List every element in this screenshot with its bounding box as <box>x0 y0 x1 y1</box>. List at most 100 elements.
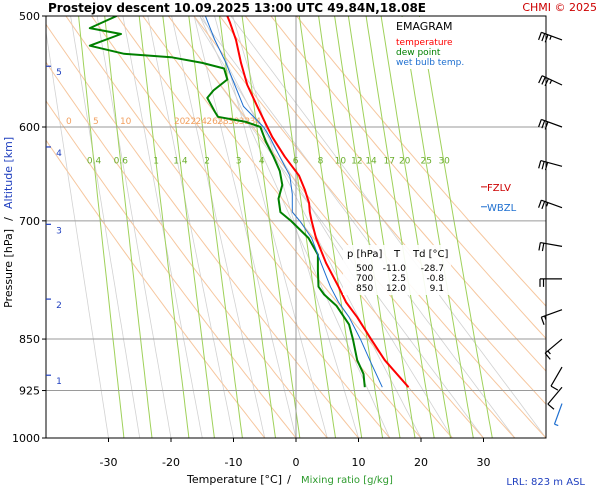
wind-barb <box>539 278 562 287</box>
x-tick-label: 0 <box>293 456 300 469</box>
dry-adiabat-label: 30 <box>228 117 240 127</box>
dry-adiabat-label: 28 <box>217 117 229 127</box>
mixing-ratio-label: 30 <box>438 156 450 166</box>
dry-adiabat <box>91 16 422 438</box>
dry-adiabat <box>270 16 546 340</box>
dry-adiabat-label: 5 <box>93 117 99 127</box>
mixing-ratio-label: 6 <box>293 156 299 166</box>
mixing-ratio-line <box>219 16 276 438</box>
wind-barb-feather <box>550 385 559 391</box>
wind-barb-feather <box>544 315 547 320</box>
wind-barb-staff <box>541 75 563 86</box>
moist-adiabat <box>201 16 422 438</box>
mixing-ratio-label: 14 <box>365 156 377 166</box>
wind-barb-feather <box>541 76 546 85</box>
wind-barb-feather <box>544 34 549 43</box>
wind-barb-feather <box>544 121 549 130</box>
moist-adiabat <box>232 16 359 438</box>
altitude-tick-label: 1 <box>56 377 62 387</box>
pressure-tick-label: 1000 <box>12 432 40 445</box>
altitude-tick-label: 2 <box>56 301 62 311</box>
wind-barb-staff <box>541 118 563 128</box>
mixing-ratio-label: 1.4 <box>173 156 188 166</box>
mixing-ratio-line <box>188 16 243 438</box>
legend-heading: EMAGRAM <box>396 20 453 33</box>
fzlv-label: FZLV <box>487 183 511 194</box>
mixing-ratio-line <box>298 16 363 438</box>
y-axis-title: Pressure [hPa] / Altitude [km] <box>2 137 15 308</box>
wind-barb-feather <box>538 119 542 128</box>
wind-barb-feather <box>546 202 549 207</box>
pressure-tick-label: 850 <box>19 333 40 346</box>
dry-adiabat-label: 24 <box>196 117 208 127</box>
wind-barb-feather <box>541 243 545 252</box>
wind-barb-staff <box>540 241 563 247</box>
moist-adiabat <box>122 16 203 438</box>
pressure-tick-label: 700 <box>19 215 40 228</box>
legend: EMAGRAM temperature dew point wet bulb t… <box>392 17 492 69</box>
pressure-tick-label: 925 <box>19 385 40 398</box>
wind-barb <box>553 403 563 427</box>
levels-table: p [hPa] T Td [°C] 500 -11.0 -28.7 700 2.… <box>343 245 451 295</box>
table-cell-p-850: 850 <box>356 284 373 294</box>
wind-barb-feather <box>538 242 541 251</box>
temperature-line <box>226 16 410 388</box>
dry-adiabat-label: 0 <box>66 117 72 127</box>
y-axis-title-separator: / <box>2 217 15 221</box>
moist-adiabat <box>199 16 391 438</box>
table-cell-t-850: 12.0 <box>386 284 406 294</box>
levels-table-box <box>343 245 451 295</box>
wind-barb-staff <box>550 366 563 387</box>
moist-adiabat <box>70 16 141 438</box>
x-axis-title-temperature: Temperature [°C] <box>186 473 282 486</box>
table-header-pressure: p [hPa] <box>347 249 382 260</box>
wet-bulb-temp-line <box>204 16 383 388</box>
dew-point-line <box>88 16 366 388</box>
mixing-ratio-label: 0.4 <box>87 156 102 166</box>
dry-adiabat <box>46 23 359 438</box>
table-cell-p-700: 700 <box>356 274 373 284</box>
mixing-ratio-label: 4 <box>259 156 265 166</box>
mixing-ratio-label: 1 <box>153 156 159 166</box>
wbzl-label: WBZL <box>487 203 517 214</box>
pressure-tick-label: 600 <box>19 121 40 134</box>
legend-box <box>392 17 492 69</box>
wind-barb <box>538 118 563 130</box>
dry-adiabat <box>46 100 297 438</box>
x-axis-title-separator: / <box>287 473 291 486</box>
mixing-ratio-label: 3 <box>236 156 242 166</box>
moist-adiabat <box>96 16 172 438</box>
wind-barb-feather <box>541 120 546 129</box>
table-cell-td-700: -0.8 <box>426 274 444 284</box>
dry-adiabat-label: 10 <box>120 117 132 127</box>
x-axis-title-mixing-ratio: Mixing ratio [g/kg] <box>301 475 393 486</box>
wind-barb-feather <box>538 32 542 41</box>
wind-barb <box>538 75 563 87</box>
wind-barb-feather <box>554 423 559 427</box>
credit-label: CHMI © 2025 <box>522 1 597 14</box>
wind-barb <box>550 366 563 391</box>
profile-series <box>88 16 410 388</box>
dry-adiabat <box>65 16 391 438</box>
level-markers: FZLV WBZL <box>481 183 517 214</box>
wind-barb-feather <box>540 317 545 325</box>
table-cell-td-500: -28.7 <box>421 264 444 274</box>
dry-adiabat-label: 34 <box>250 117 262 127</box>
chart-title: Prostejov descent 10.09.2025 13:00 UTC 4… <box>48 1 426 15</box>
wind-barb-staff <box>544 338 563 354</box>
wind-barb-feather <box>538 199 542 208</box>
dry-adiabat <box>46 61 328 438</box>
wind-barb-feather <box>544 162 549 171</box>
mixing-ratio-line <box>274 16 336 438</box>
altitude-tick-label: 4 <box>56 149 62 159</box>
wind-barb-feather <box>549 79 553 85</box>
wind-barb-staff <box>541 199 563 209</box>
wind-barb-feather <box>544 352 551 360</box>
wind-barb-feather <box>538 160 542 169</box>
mixing-ratio-line <box>104 16 153 438</box>
mixing-ratio-line <box>241 16 301 438</box>
x-tick-label: -20 <box>162 456 180 469</box>
